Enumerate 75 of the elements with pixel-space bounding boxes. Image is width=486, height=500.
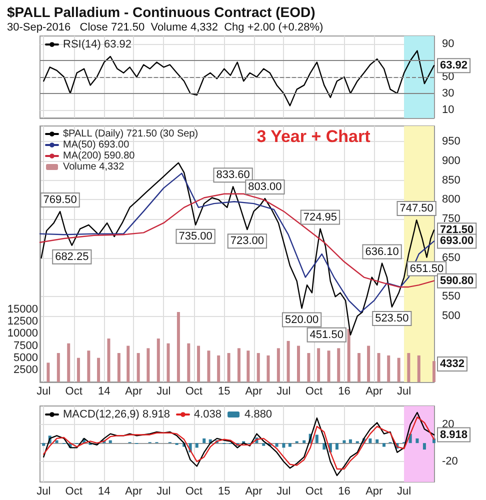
legend-label: MACD(12,26,9) 8.918 bbox=[63, 408, 170, 420]
annotation: 523.50 bbox=[375, 312, 409, 324]
y-tick-label: -20 bbox=[442, 456, 458, 468]
annotation: 693.00 bbox=[440, 235, 474, 248]
annotation: 803.00 bbox=[248, 181, 282, 194]
x-tick-label: Oct bbox=[65, 486, 82, 498]
x-tick-label: Jul bbox=[156, 386, 171, 398]
x-tick-label: Apr bbox=[245, 486, 263, 498]
legend-label: $PALL (Daily) 721.50 (30 Sep) bbox=[63, 128, 198, 140]
x-tick-label: 15 bbox=[218, 486, 230, 498]
x-tick-label: Jul bbox=[397, 486, 412, 498]
x-tick-label: Jul bbox=[276, 486, 291, 498]
y-tick-label: 30 bbox=[442, 87, 454, 100]
x-tick-label: Oct bbox=[185, 386, 202, 398]
x-tick-label: Apr bbox=[125, 386, 143, 398]
annotation: 747.50 bbox=[400, 202, 434, 215]
y2-tick-label: 7500 bbox=[14, 340, 38, 352]
x-tick-label: Jul bbox=[36, 386, 51, 398]
annotation: 636.10 bbox=[365, 246, 399, 258]
annotation: 769.50 bbox=[43, 194, 77, 206]
y-tick-label: 850 bbox=[442, 174, 460, 186]
legend-label: MA(200) 590.80 bbox=[63, 150, 136, 162]
annotation: 682.25 bbox=[55, 250, 89, 263]
annotation: 721.50 bbox=[440, 224, 474, 236]
annotation: 63.92 bbox=[440, 60, 468, 72]
x-tick-label: Oct bbox=[185, 486, 202, 498]
x-tick-label: Jul bbox=[397, 386, 412, 398]
x-tick-label: Oct bbox=[305, 486, 323, 498]
y2-tick-label: 5000 bbox=[14, 352, 38, 364]
x-tick-label: 14 bbox=[98, 386, 110, 398]
chart-title: $PALL Palladium - Continuous Contract (EOD) bbox=[7, 4, 316, 20]
annotation: 590.80 bbox=[440, 274, 474, 287]
x-tick-label: 14 bbox=[98, 486, 110, 498]
annotation: 8.918 bbox=[440, 428, 468, 441]
y2-tick-label: 12500 bbox=[7, 316, 38, 328]
annotation: 833.60 bbox=[216, 169, 250, 182]
annotation: 724.95 bbox=[303, 211, 338, 224]
annotation: 520.00 bbox=[284, 314, 319, 326]
legend-label: 4.880 bbox=[244, 408, 272, 420]
annotation: 723.00 bbox=[230, 235, 264, 248]
annotation: 735.00 bbox=[178, 230, 212, 242]
y-tick-label: 20 bbox=[442, 418, 454, 431]
text: 4332 bbox=[440, 358, 464, 370]
legend-label: MA(50) 693.00 bbox=[63, 140, 130, 150]
y2-tick-label: 15000 bbox=[7, 304, 38, 316]
y-tick-label: 650 bbox=[442, 252, 460, 264]
y2-tick-label: 10000 bbox=[7, 328, 38, 340]
y2-tick-label: 2500 bbox=[14, 364, 38, 376]
x-tick-label: Apr bbox=[366, 386, 384, 398]
annotation: 3 Year + Chart bbox=[256, 127, 371, 146]
legend-label: 4.038 bbox=[194, 408, 222, 420]
x-tick-label: Jul bbox=[156, 486, 171, 498]
x-tick-label: Apr bbox=[245, 386, 263, 398]
y-tick-label: 750 bbox=[442, 213, 460, 226]
y-tick-label: 950 bbox=[442, 136, 460, 148]
annotation: 451.50 bbox=[310, 328, 344, 341]
y-tick-label: 90 bbox=[442, 38, 454, 50]
x-tick-label: Jul bbox=[36, 486, 51, 498]
x-tick-label: 16 bbox=[338, 486, 350, 498]
x-tick-label: Oct bbox=[305, 386, 323, 398]
x-tick-label: Apr bbox=[125, 486, 143, 498]
x-tick-label: Apr bbox=[366, 486, 384, 498]
chart-subtitle: 30-Sep-2016 Close 721.50 Volume 4,332 Chg +2.00 (+0.28%) bbox=[7, 22, 324, 34]
x-tick-label: Oct bbox=[65, 386, 82, 398]
x-tick-label: 16 bbox=[338, 386, 350, 398]
x-tick-label: 15 bbox=[218, 386, 230, 398]
y-tick-label: 800 bbox=[442, 194, 460, 206]
annotation: 651.50 bbox=[410, 262, 444, 275]
legend-label: RSI(14) 63.92 bbox=[63, 38, 132, 50]
x-tick-label: Jul bbox=[276, 386, 291, 398]
y-tick-label: 500 bbox=[442, 310, 460, 322]
y-tick-label: 900 bbox=[442, 154, 460, 167]
y-tick-label: 10 bbox=[442, 104, 454, 116]
y-tick-label: 550 bbox=[442, 290, 460, 303]
legend-label: Volume 4,332 bbox=[63, 162, 125, 172]
